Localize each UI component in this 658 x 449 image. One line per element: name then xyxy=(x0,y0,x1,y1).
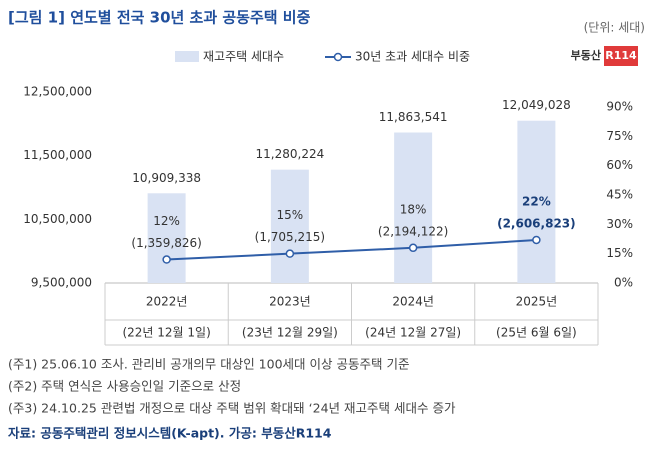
line-marker xyxy=(285,249,295,258)
chart-title: [그림 1] 연도별 전국 30년 초과 공동주택 비중 xyxy=(8,9,311,27)
count-label: (1,359,826) xyxy=(131,236,201,250)
count-label: (2,606,823) xyxy=(497,216,576,230)
x-sub-label: (23년 12월 29일) xyxy=(242,326,338,340)
line-marker xyxy=(162,255,171,264)
y2-tick-label: 30% xyxy=(606,217,633,231)
y2-tick-label: 75% xyxy=(606,129,633,143)
logo-text: 부동산 xyxy=(571,48,601,62)
count-label: (2,194,122) xyxy=(378,224,448,238)
line-value-label: 22% xyxy=(522,194,551,208)
legend-label: 재고주택 세대수 xyxy=(203,50,284,64)
y-tick-label: 11,500,000 xyxy=(23,148,92,162)
x-sub-label: (25년 6월 6일) xyxy=(496,326,577,340)
y2-tick-label: 0% xyxy=(614,276,633,290)
logo-text: R114 xyxy=(605,49,637,62)
y-tick-label: 10,500,000 xyxy=(23,212,92,226)
note: (주3) 24.10.25 관련법 개정으로 대상 주택 범위 확대돼 ‘24년… xyxy=(8,401,456,416)
legend-swatch xyxy=(333,52,343,62)
count-label: (1,705,215) xyxy=(255,230,325,244)
x-tick-label: 2024년 xyxy=(392,295,434,309)
line-value-label: 15% xyxy=(277,208,304,222)
bar xyxy=(517,120,556,283)
bar xyxy=(147,193,186,283)
x-tick-label: 2025년 xyxy=(516,295,558,309)
legend-label: 30년 초과 세대수 비중 xyxy=(355,50,470,64)
bar-value-label: 10,909,338 xyxy=(132,171,201,185)
unit: (단위: 세대) xyxy=(584,21,645,35)
bar xyxy=(270,169,309,283)
note: (주1) 25.06.10 조사. 관리비 공개의무 대상인 100세대 이상 … xyxy=(8,357,409,372)
line-marker xyxy=(408,243,418,253)
x-sub-label: (22년 12월 1일) xyxy=(122,326,210,340)
x-sub-label: (24년 12월 27일) xyxy=(365,326,461,340)
legend-swatch xyxy=(175,51,199,62)
bar-value-label: 11,863,541 xyxy=(379,110,448,124)
y2-tick-label: 45% xyxy=(606,188,633,202)
y2-tick-label: 15% xyxy=(606,246,633,260)
x-tick-label: 2023년 xyxy=(269,295,311,309)
x-tick-label: 2022년 xyxy=(146,295,188,309)
bar xyxy=(394,132,433,283)
y-tick-label: 9,500,000 xyxy=(31,276,92,290)
bar-value-label: 12,049,028 xyxy=(502,98,571,112)
line-marker xyxy=(532,235,541,245)
y2-tick-label: 60% xyxy=(606,158,633,172)
note: (주2) 주택 연식은 사용승인일 기준으로 산정 xyxy=(8,379,241,394)
logo-box xyxy=(604,46,638,66)
line-value-label: 12% xyxy=(153,214,180,228)
y2-tick-label: 90% xyxy=(606,100,633,114)
bar-value-label: 11,280,224 xyxy=(256,147,325,161)
line xyxy=(166,238,537,261)
y-tick-label: 12,500,000 xyxy=(23,85,92,99)
line-value-label: 18% xyxy=(400,202,427,216)
source: 자료: 공동주택관리 정보시스템(K-apt). 가공: 부동산R114 xyxy=(8,426,332,441)
